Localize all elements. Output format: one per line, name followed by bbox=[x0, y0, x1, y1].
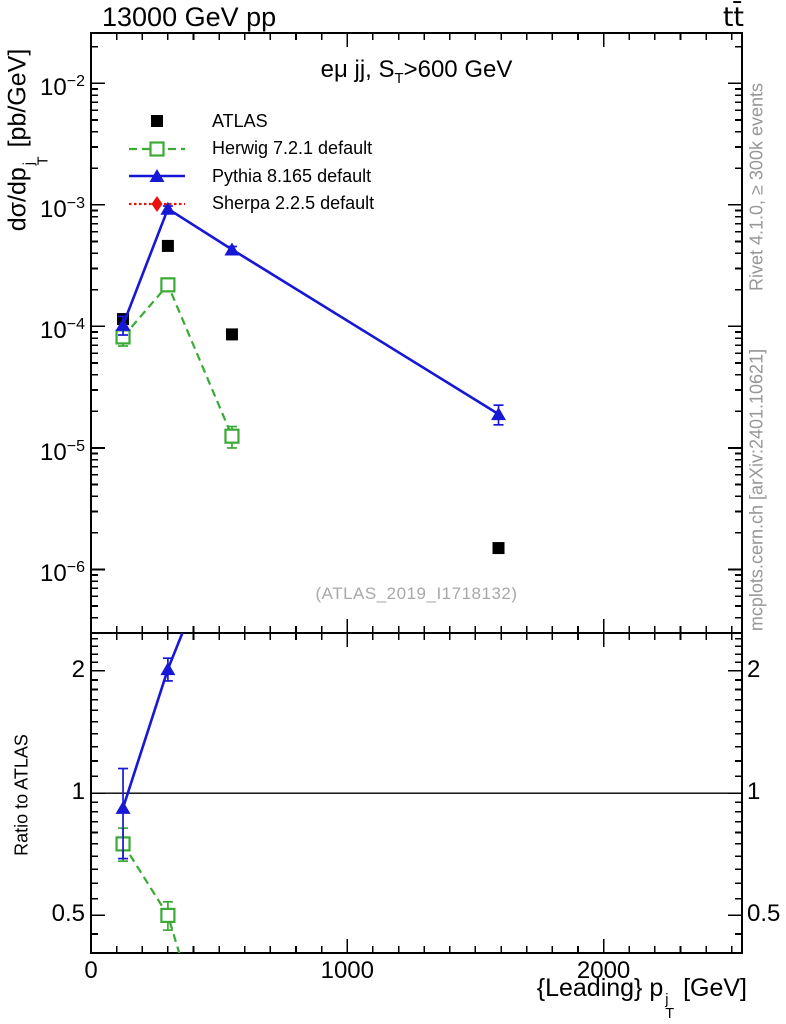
x-tick-label: 2000 bbox=[576, 957, 631, 984]
main-y-tick-label: 10−5 bbox=[40, 437, 85, 466]
data-point-marker bbox=[224, 502, 239, 515]
rivet-version-text: Rivet 4.1.0, ≥ 300k events bbox=[746, 83, 767, 291]
data-point-marker bbox=[115, 317, 131, 331]
pythia-line bbox=[121, 206, 500, 416]
axis-ticks bbox=[90, 33, 742, 953]
herwig-series bbox=[115, 277, 240, 449]
ratio-y-tick-label-right: 0.5 bbox=[747, 900, 781, 928]
legend-swatch bbox=[128, 194, 186, 214]
legend-item-atlas: ATLAS bbox=[128, 110, 268, 132]
pythia-series bbox=[115, 201, 507, 426]
data-point-marker bbox=[151, 195, 163, 212]
data-point-marker bbox=[491, 407, 507, 421]
legend-item-sherpa: Sherpa 2.2.5 default bbox=[128, 193, 374, 215]
legend-label: ATLAS bbox=[212, 110, 268, 131]
legend-label: Sherpa 2.2.5 default bbox=[212, 193, 375, 213]
herwig-ratio-line bbox=[122, 843, 181, 953]
analysis-watermark: (ATLAS_2019_I1718132) bbox=[315, 584, 518, 603]
data-point-marker bbox=[161, 239, 174, 252]
xlabel-pre: {Leading} p bbox=[536, 974, 664, 1002]
legend-swatch bbox=[128, 166, 186, 186]
cut-title-post: >600 GeV bbox=[403, 56, 513, 83]
data-point-marker bbox=[160, 662, 176, 676]
data-point-marker bbox=[115, 800, 131, 814]
xlabel-sup: j bbox=[665, 991, 669, 1008]
cut-title-pre: eμ jj, S bbox=[320, 56, 395, 83]
data-point-marker bbox=[160, 277, 176, 293]
observable-cut-title: eμ jj, ST>600 GeV bbox=[91, 56, 742, 87]
mcplots-reference-text: mcplots.cern.ch [arXiv:2401.10621] bbox=[746, 348, 767, 632]
data-point-marker bbox=[149, 169, 165, 182]
ratio-y-tick-label-right: 1 bbox=[747, 778, 761, 806]
herwig-ratio-series bbox=[115, 827, 181, 953]
ylabel-sub: T bbox=[34, 156, 51, 166]
data-point-marker bbox=[492, 542, 505, 555]
xlabel-post: [GeV] bbox=[676, 974, 747, 1002]
ratio-y-tick-label: 1 bbox=[71, 778, 85, 806]
main-y-tick-label: 10−2 bbox=[40, 73, 85, 102]
legend-item-herwig: Herwig 7.2.1 default bbox=[128, 138, 372, 160]
xlabel-sub: T bbox=[665, 1005, 675, 1022]
beam-energy-title: 13000 GeV pp bbox=[102, 2, 277, 32]
ratio-y-tick-label-right: 2 bbox=[747, 655, 761, 683]
process-title: tt̄ bbox=[722, 2, 744, 33]
x-tick-label: 1000 bbox=[320, 957, 374, 984]
legend-item-pythia: Pythia 8.165 default bbox=[128, 165, 371, 187]
data-point-marker bbox=[160, 201, 176, 215]
x-tick-label: 0 bbox=[84, 957, 98, 984]
data-point-marker bbox=[149, 140, 165, 157]
ratio-y-tick-label: 2 bbox=[71, 655, 85, 683]
legend-swatch bbox=[128, 111, 186, 131]
main-y-tick-label: 10−3 bbox=[40, 194, 85, 223]
pythia-ratio-line bbox=[121, 633, 184, 809]
herwig-line bbox=[122, 282, 233, 437]
data-point-marker bbox=[224, 428, 240, 444]
data-point-marker bbox=[151, 115, 163, 127]
pythia-ratio-series bbox=[115, 502, 239, 860]
legend-label: Herwig 7.2.1 default bbox=[212, 138, 373, 158]
cut-title-sub: T bbox=[394, 70, 404, 87]
data-point-marker bbox=[160, 907, 176, 924]
main-y-tick-label: 10−4 bbox=[40, 316, 85, 345]
legend-label: Pythia 8.165 default bbox=[212, 165, 372, 186]
data-point-marker bbox=[225, 328, 238, 341]
data-point-marker bbox=[224, 242, 240, 256]
main-y-tick-label: 10−6 bbox=[40, 559, 85, 588]
legend-swatch bbox=[128, 139, 186, 159]
ratio-y-tick-label: 0.5 bbox=[51, 900, 85, 928]
